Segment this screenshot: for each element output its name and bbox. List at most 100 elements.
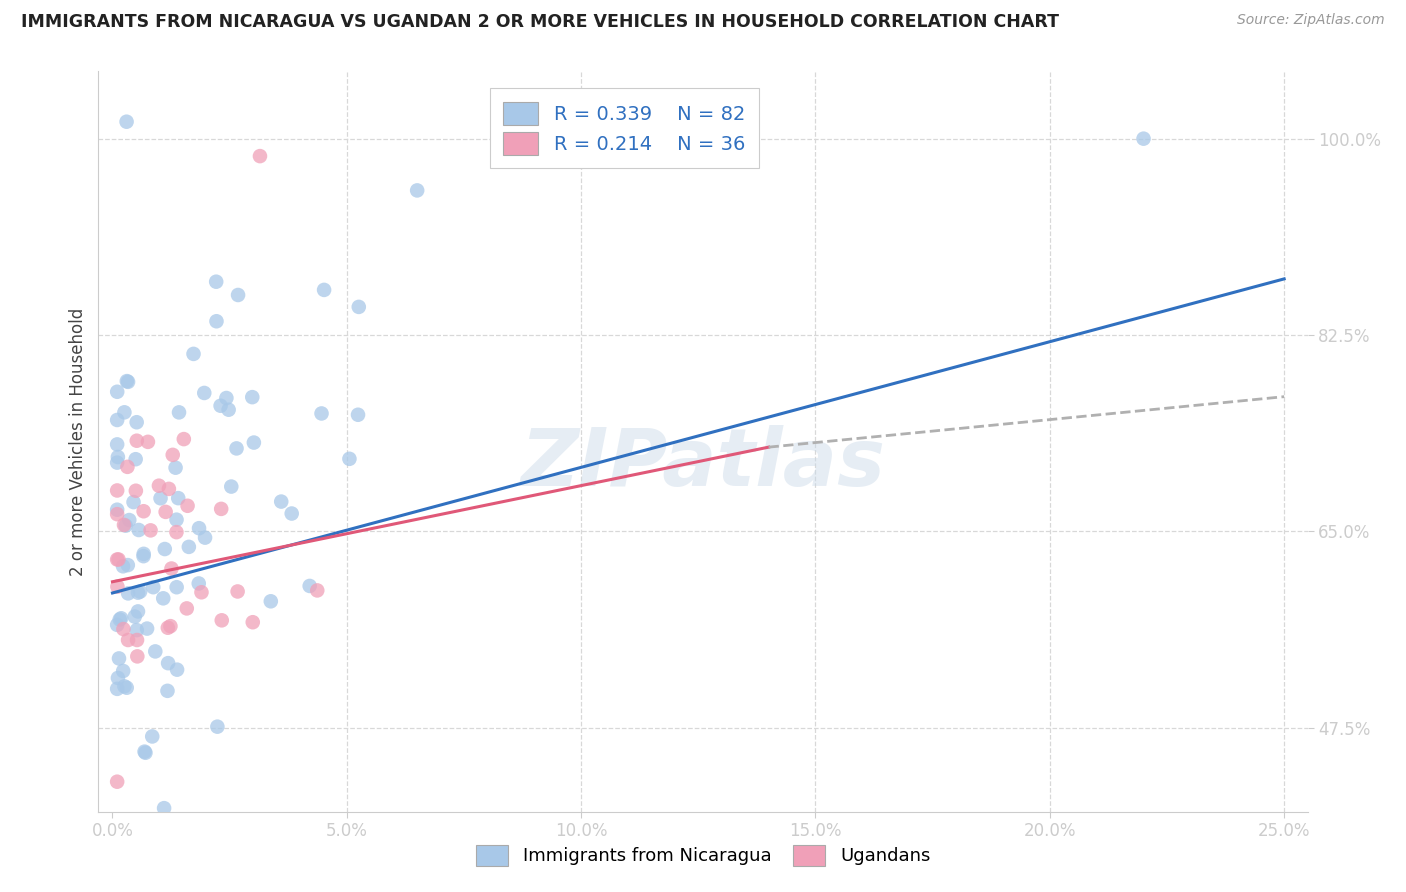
Point (166, 580, 188, 594)
Point (141, 730, 163, 744)
Point (183, 347, 205, 361)
Text: ZIPatlas: ZIPatlas (520, 425, 886, 503)
Point (105, 774, 128, 789)
Point (242, 615, 264, 630)
Point (107, 671, 129, 685)
Point (122, 495, 145, 509)
Point (193, 386, 215, 401)
Point (117, 375, 139, 389)
Point (125, 483, 148, 498)
Point (157, 482, 180, 496)
Point (112, 679, 135, 693)
Point (136, 434, 159, 449)
Point (105, 437, 128, 451)
Point (166, 663, 188, 677)
Point (190, 585, 212, 599)
Point (125, 415, 148, 429)
Point (132, 547, 155, 561)
Point (225, 442, 247, 456)
Point (107, 580, 129, 594)
Point (205, 314, 228, 328)
Point (124, 452, 146, 467)
Point (153, 542, 176, 557)
Point (166, 525, 188, 540)
Point (162, 448, 184, 462)
Point (207, 720, 229, 734)
Point (124, 609, 146, 624)
Point (105, 507, 128, 521)
Point (114, 518, 136, 533)
Point (298, 579, 321, 593)
Point (156, 683, 179, 698)
Point (347, 300, 370, 314)
Point (112, 559, 135, 574)
Point (127, 604, 149, 618)
Point (125, 632, 148, 647)
Point (159, 619, 181, 633)
Point (127, 649, 149, 664)
Point (112, 622, 135, 636)
Point (176, 601, 198, 615)
Legend: Immigrants from Nicaragua, Ugandans: Immigrants from Nicaragua, Ugandans (463, 832, 943, 879)
Point (260, 594, 283, 608)
Point (105, 618, 128, 632)
Point (155, 505, 177, 519)
Point (129, 584, 152, 599)
Y-axis label: 2 or more Vehicles in Household: 2 or more Vehicles in Household (69, 308, 87, 575)
Point (128, 523, 150, 537)
Point (112, 517, 135, 532)
Point (105, 502, 128, 516)
Point (105, 483, 128, 498)
Point (166, 513, 188, 527)
Text: IMMIGRANTS FROM NICARAGUA VS UGANDAN 2 OR MORE VEHICLES IN HOUSEHOLD CORRELATION: IMMIGRANTS FROM NICARAGUA VS UGANDAN 2 O… (21, 13, 1059, 31)
Point (280, 507, 302, 521)
Point (115, 681, 138, 695)
Point (173, 432, 195, 446)
Point (110, 611, 132, 625)
Point (406, 183, 429, 197)
Point (114, 866, 136, 880)
Point (152, 591, 174, 606)
Point (307, 583, 329, 598)
Point (215, 391, 238, 405)
Legend: R = 0.339    N = 82, R = 0.214    N = 36: R = 0.339 N = 82, R = 0.214 N = 36 (489, 88, 759, 169)
Point (240, 390, 263, 404)
Point (105, 384, 128, 399)
Point (243, 435, 266, 450)
Point (1132, 131, 1154, 145)
Point (218, 402, 240, 417)
Point (132, 549, 155, 563)
Point (226, 584, 249, 599)
Point (219, 479, 242, 493)
Point (105, 552, 128, 566)
Point (136, 622, 159, 636)
Point (205, 275, 228, 289)
Point (125, 434, 148, 448)
Point (139, 524, 162, 538)
Point (211, 613, 233, 627)
Point (311, 407, 333, 421)
Point (148, 479, 170, 493)
Point (105, 413, 128, 427)
Point (107, 552, 129, 566)
Point (127, 585, 149, 599)
Point (167, 491, 190, 505)
Point (105, 681, 128, 696)
Point (209, 502, 232, 516)
Point (187, 576, 209, 591)
Point (347, 408, 370, 422)
Point (143, 644, 166, 658)
Point (167, 405, 190, 419)
Point (209, 399, 232, 413)
Point (157, 656, 180, 670)
Point (117, 459, 139, 474)
Point (270, 494, 292, 508)
Point (226, 288, 249, 302)
Point (249, 149, 271, 163)
Point (134, 746, 156, 760)
Point (105, 456, 128, 470)
Point (132, 504, 155, 518)
Point (108, 613, 131, 627)
Point (314, 283, 336, 297)
Point (117, 558, 139, 573)
